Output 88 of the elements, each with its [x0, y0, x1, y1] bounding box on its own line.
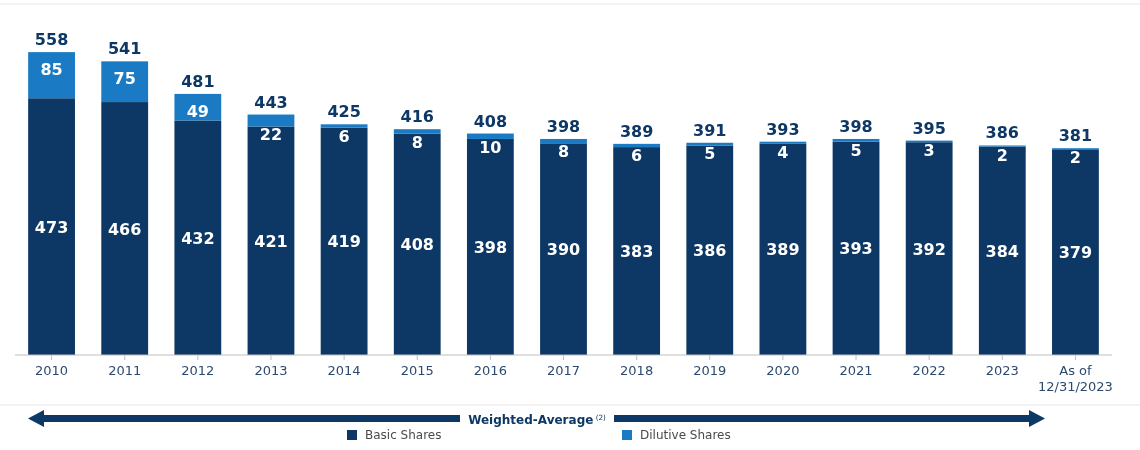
- bar: [247, 114, 295, 127]
- x-tick-label: 2018: [620, 363, 654, 378]
- bar: [540, 138, 587, 144]
- data-label: 5: [850, 140, 862, 160]
- bar: [613, 147, 661, 355]
- data-label: 466: [108, 219, 142, 239]
- data-label: 473: [34, 217, 69, 237]
- data-label: 390: [546, 240, 581, 260]
- x-tick-label: 2016: [473, 363, 507, 378]
- total-label: 408: [473, 111, 508, 131]
- x-tick-label: 2020: [766, 363, 800, 378]
- data-label: 75: [113, 69, 136, 89]
- data-label: 421: [254, 231, 288, 251]
- data-label: 3: [923, 141, 935, 161]
- bar: [393, 129, 441, 134]
- total-label: 443: [254, 92, 288, 112]
- bar: [759, 141, 807, 144]
- x-tick-label: As of 12/31/2023: [1037, 363, 1113, 394]
- bar: [320, 124, 368, 128]
- bar: [247, 126, 295, 355]
- bar: [28, 52, 75, 99]
- data-label: 392: [912, 239, 946, 259]
- data-label: 383: [619, 242, 654, 262]
- bar: [759, 143, 807, 355]
- data-label: 6: [631, 146, 643, 166]
- data-label: 398: [473, 237, 508, 257]
- bar: [174, 120, 222, 355]
- x-tick-label: 2021: [839, 363, 873, 378]
- bar: [466, 138, 514, 355]
- data-label: 10: [479, 137, 502, 157]
- data-label: 8: [557, 142, 570, 162]
- total-label: 425: [327, 102, 361, 122]
- x-tick-label: 2023: [985, 363, 1019, 378]
- bar: [101, 61, 149, 103]
- bar: [393, 133, 441, 355]
- bar: [978, 146, 1026, 355]
- bar: [466, 133, 514, 139]
- data-label: 419: [327, 232, 361, 252]
- x-tick-label: 2017: [546, 363, 581, 378]
- bar: [28, 98, 75, 355]
- data-label: 22: [259, 125, 283, 145]
- x-tick-label: 2011: [108, 363, 142, 378]
- data-label: 5: [704, 144, 716, 164]
- total-label: 381: [1058, 126, 1093, 146]
- total-label: 391: [693, 120, 727, 140]
- data-label: 49: [186, 101, 209, 121]
- total-label: 481: [181, 71, 215, 91]
- bar: [686, 145, 734, 355]
- total-label: 395: [912, 118, 946, 138]
- data-label: 4: [777, 142, 789, 162]
- bar: [832, 138, 880, 142]
- x-tick-label: 2019: [693, 363, 727, 378]
- total-label: 416: [400, 107, 434, 127]
- data-label: 408: [400, 235, 434, 255]
- data-label: 6: [338, 126, 350, 146]
- bar: [540, 143, 587, 355]
- total-label: 386: [985, 123, 1019, 143]
- total-label: 398: [839, 116, 873, 136]
- x-tick-label: 2010: [35, 363, 69, 378]
- bar: [320, 127, 368, 355]
- data-label: 8: [411, 132, 423, 152]
- data-label: 384: [985, 241, 1019, 261]
- x-tick-label: 2015: [400, 363, 434, 378]
- total-label: 393: [766, 119, 800, 139]
- total-label: 541: [108, 39, 142, 59]
- data-label: 389: [766, 240, 800, 260]
- total-label: 389: [619, 121, 654, 141]
- bar: [905, 142, 953, 355]
- legend-label: Basic Shares: [365, 428, 442, 442]
- x-tick-label: 2022: [912, 363, 946, 378]
- x-tick-label: 2012: [181, 363, 215, 378]
- data-label: 393: [839, 239, 873, 259]
- legend-label: Dilutive Shares: [640, 428, 731, 442]
- x-tick-label: 2014: [327, 363, 361, 378]
- x-tick-label: 2013: [254, 363, 288, 378]
- data-label: 386: [693, 241, 727, 261]
- data-label: 2: [996, 145, 1008, 165]
- bar: [832, 141, 880, 355]
- data-label: 379: [1058, 243, 1093, 263]
- data-label: 2: [1069, 148, 1081, 168]
- total-label: 398: [546, 116, 581, 136]
- text: Weighted-Average$^{(2)}$: [468, 412, 607, 427]
- data-label: 432: [181, 228, 215, 248]
- bar: [101, 102, 149, 355]
- total-label: 558: [34, 30, 69, 50]
- bar: [1052, 149, 1099, 355]
- data-label: 85: [40, 60, 63, 80]
- bar: [613, 143, 661, 148]
